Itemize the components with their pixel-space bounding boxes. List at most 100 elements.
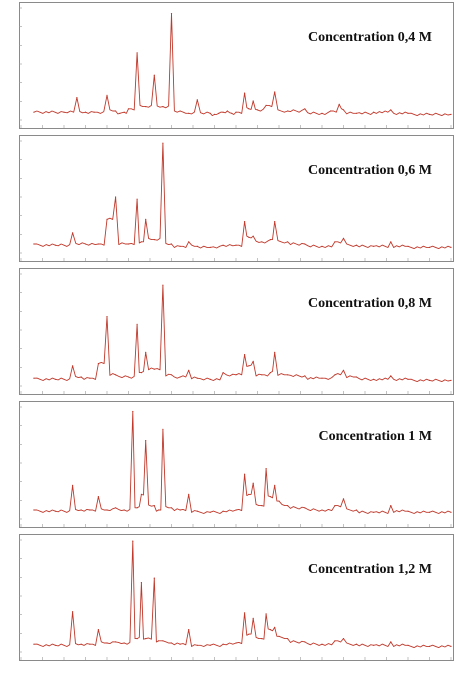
series-line (33, 411, 452, 514)
data-point (450, 113, 452, 115)
data-point (261, 638, 263, 640)
data-point (235, 642, 237, 644)
data-point (269, 372, 271, 374)
data-point (265, 468, 267, 470)
data-point (188, 369, 190, 371)
series-line (33, 540, 452, 649)
data-point (304, 243, 306, 245)
data-point (170, 507, 173, 509)
chart-panel-3: Concentration 0,8 M (19, 268, 454, 395)
data-point (145, 440, 147, 442)
chart-title-2: Concentration 0,6 M (307, 163, 432, 178)
data-point (287, 638, 289, 640)
data-point (209, 378, 211, 380)
data-point (265, 104, 267, 106)
data-point (162, 640, 164, 642)
data-point (428, 379, 431, 381)
data-point (428, 511, 431, 513)
data-point (261, 505, 263, 507)
data-point (226, 110, 228, 112)
data-point (334, 241, 336, 243)
data-point (33, 243, 35, 245)
data-point (407, 510, 409, 512)
data-point (136, 638, 138, 640)
data-point (106, 218, 108, 220)
data-point (244, 92, 246, 94)
data-point (342, 498, 345, 500)
data-point (80, 376, 82, 378)
data-point (231, 112, 233, 114)
data-point (132, 540, 134, 542)
data-point (222, 244, 224, 246)
data-point (252, 482, 254, 484)
data-point (170, 374, 173, 376)
data-point (54, 510, 57, 512)
data-point (145, 218, 147, 220)
data-point (196, 99, 198, 101)
chart-title-5: Concentration 1,2 M (307, 562, 432, 577)
data-point (235, 111, 237, 113)
data-point (244, 221, 246, 223)
chart-title-1: Concentration 0,4 M (307, 30, 432, 45)
data-point (158, 640, 160, 642)
data-point (304, 108, 306, 110)
data-point (145, 351, 147, 353)
data-point (304, 507, 306, 509)
data-point (80, 509, 82, 511)
series-line (33, 13, 452, 117)
data-point (274, 221, 276, 223)
data-point (84, 243, 87, 245)
data-point (334, 505, 336, 507)
data-point (136, 52, 138, 54)
data-point (89, 643, 91, 645)
data-point (222, 111, 224, 113)
data-point (248, 633, 250, 635)
data-point (244, 354, 246, 356)
data-point (261, 241, 263, 243)
data-point (196, 377, 198, 379)
data-point (179, 245, 181, 247)
data-point (54, 644, 57, 646)
data-point (244, 612, 246, 614)
data-point (450, 645, 452, 647)
data-point (127, 243, 130, 245)
data-point (334, 374, 336, 376)
data-point (145, 106, 147, 108)
data-point (115, 641, 117, 643)
data-point (235, 244, 237, 246)
data-point (115, 110, 117, 112)
data-point (72, 611, 74, 613)
data-point (355, 509, 357, 511)
data-point (248, 108, 250, 110)
data-point (342, 369, 345, 371)
data-point (89, 509, 91, 511)
data-point (145, 638, 147, 640)
data-point (179, 509, 181, 511)
chart-panel-5: Concentration 1,2 M (19, 534, 454, 661)
data-point (390, 641, 392, 643)
data-point (334, 640, 336, 642)
data-point (123, 509, 125, 511)
chart-title-4: Concentration 1 M (318, 429, 432, 444)
data-point (140, 493, 142, 495)
data-point (407, 378, 409, 380)
data-point (136, 507, 138, 509)
data-point (97, 629, 99, 631)
chart-svg-4 (19, 401, 454, 528)
data-point (115, 374, 117, 376)
data-point (33, 377, 35, 379)
data-point (97, 243, 99, 245)
data-point (209, 112, 211, 114)
data-point (407, 112, 409, 114)
data-point (63, 111, 65, 113)
data-point (256, 109, 259, 111)
data-point (222, 372, 224, 374)
plot-frame (19, 268, 454, 395)
data-point (106, 94, 108, 96)
data-point (269, 239, 271, 241)
data-point (188, 241, 190, 243)
data-point (390, 109, 392, 111)
chart-svg-5 (19, 534, 454, 661)
data-point (127, 376, 130, 378)
data-point (278, 635, 280, 637)
